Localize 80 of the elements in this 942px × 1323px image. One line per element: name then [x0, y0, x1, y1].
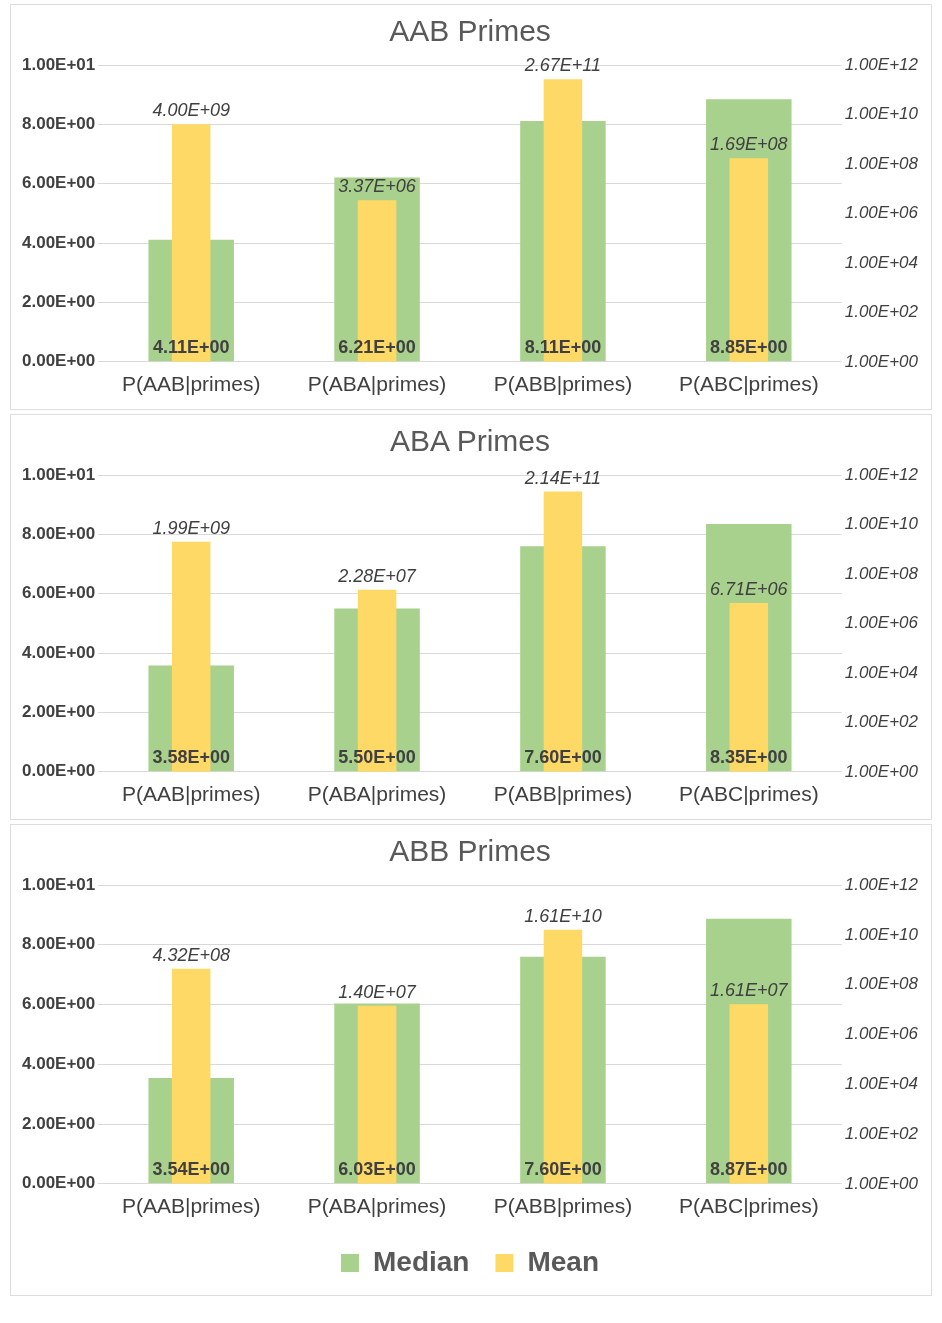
x-tick-label: P(AAB|primes) [121, 1194, 261, 1218]
y2-tick-label: 1.00E+06 [844, 203, 919, 223]
y2-tick-label: 1.00E+10 [844, 924, 919, 944]
x-tick-label: P(ABB|primes) [493, 1194, 633, 1218]
y2-tick-label: 1.00E+12 [844, 464, 919, 484]
y-tick-label: 6.00E+00 [22, 994, 96, 1014]
chart-title: AAB Primes [389, 14, 551, 48]
y-tick-label: 2.00E+00 [22, 292, 96, 312]
data-label: 3.58E+00 [152, 747, 230, 768]
y-tick-label: 0.00E+00 [22, 351, 96, 371]
y2-tick-label: 1.00E+00 [844, 351, 919, 371]
data-label: 2.28E+07 [337, 565, 417, 586]
data-label: 2.67E+11 [523, 55, 602, 76]
y2-tick-label: 1.00E+00 [844, 761, 919, 781]
data-label: 5.50E+00 [338, 747, 416, 768]
data-label: 7.60E+00 [524, 747, 602, 768]
legend-label: Median [372, 1245, 470, 1277]
y-tick-label: 8.00E+00 [22, 524, 96, 544]
x-tick-label: P(ABB|primes) [493, 782, 633, 806]
data-label: 4.32E+08 [152, 944, 230, 965]
y-tick-label: 8.00E+00 [22, 934, 96, 954]
data-label: 7.60E+00 [524, 1159, 602, 1180]
y-tick-label: 4.00E+00 [22, 1053, 96, 1073]
data-label: 1.40E+07 [338, 981, 417, 1002]
y2-tick-label: 1.00E+10 [844, 514, 919, 534]
x-tick-label: P(ABC|primes) [678, 1194, 819, 1218]
x-tick-label: P(ABA|primes) [307, 1194, 447, 1218]
data-label: 6.03E+00 [338, 1159, 416, 1180]
y-tick-label: 1.00E+01 [22, 464, 96, 484]
data-label: 8.85E+00 [710, 337, 788, 358]
y-tick-label: 6.00E+00 [22, 173, 96, 193]
x-tick-label: P(ABA|primes) [307, 372, 447, 396]
data-label: 6.71E+06 [710, 578, 789, 599]
data-label: 1.61E+07 [710, 980, 789, 1001]
y-tick-label: 4.00E+00 [22, 642, 96, 662]
y2-tick-label: 1.00E+08 [844, 974, 919, 994]
x-tick-label: P(ABC|primes) [678, 782, 819, 806]
y-tick-label: 4.00E+00 [22, 232, 96, 252]
y2-tick-label: 1.00E+04 [844, 1073, 918, 1093]
data-label: 8.87E+00 [710, 1159, 788, 1180]
data-label: 4.11E+00 [152, 337, 230, 358]
data-label: 3.54E+00 [152, 1159, 230, 1180]
legend-label: Mean [527, 1245, 600, 1277]
y-tick-label: 8.00E+00 [22, 114, 96, 134]
data-label: 8.35E+00 [710, 747, 788, 768]
y-tick-label: 2.00E+00 [22, 1113, 96, 1133]
y-tick-label: 0.00E+00 [22, 761, 96, 781]
x-tick-label: P(AAB|primes) [121, 782, 261, 806]
y2-tick-label: 1.00E+12 [844, 874, 919, 894]
y-tick-label: 0.00E+00 [22, 1173, 96, 1193]
y2-tick-label: 1.00E+00 [844, 1173, 919, 1193]
data-label: 8.11E+00 [524, 337, 602, 358]
data-label: 1.69E+08 [710, 134, 788, 155]
data-label: 2.14E+11 [523, 467, 602, 488]
data-label: 4.00E+09 [152, 100, 230, 121]
y-tick-label: 2.00E+00 [22, 702, 96, 722]
data-label: 6.21E+00 [338, 337, 416, 358]
y2-tick-label: 1.00E+12 [844, 54, 919, 74]
y-tick-label: 1.00E+01 [22, 54, 96, 74]
y2-tick-label: 1.00E+02 [844, 1123, 919, 1143]
data-label: 1.61E+10 [524, 905, 602, 926]
x-tick-label: P(ABB|primes) [493, 372, 633, 396]
y2-tick-label: 1.00E+04 [844, 662, 918, 682]
y2-tick-label: 1.00E+02 [844, 302, 919, 322]
x-tick-label: P(AAB|primes) [121, 372, 261, 396]
chart-title: ABA Primes [389, 424, 551, 458]
x-tick-label: P(ABC|primes) [678, 372, 819, 396]
y-tick-label: 1.00E+01 [22, 874, 96, 894]
y2-tick-label: 1.00E+10 [844, 104, 919, 124]
data-label: 1.99E+09 [152, 517, 230, 538]
y-tick-label: 6.00E+00 [22, 583, 96, 603]
y2-tick-label: 1.00E+06 [844, 1024, 919, 1044]
x-tick-label: P(ABA|primes) [307, 782, 447, 806]
data-label: 3.37E+06 [338, 176, 417, 197]
y2-tick-label: 1.00E+06 [844, 613, 919, 633]
y2-tick-label: 1.00E+04 [844, 252, 918, 272]
chart-title: ABB Primes [389, 834, 551, 868]
y2-tick-label: 1.00E+08 [844, 563, 919, 583]
y2-tick-label: 1.00E+02 [844, 712, 919, 732]
y2-tick-label: 1.00E+08 [844, 153, 919, 173]
